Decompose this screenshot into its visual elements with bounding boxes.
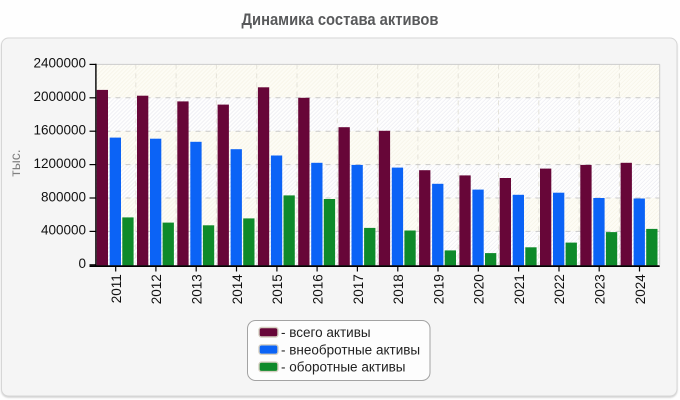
svg-text:- оборотные активы: - оборотные активы [281, 360, 405, 375]
svg-text:тыс.: тыс. [7, 149, 23, 176]
svg-text:2018: 2018 [391, 274, 406, 304]
svg-text:1200000: 1200000 [33, 156, 86, 171]
svg-text:2011: 2011 [109, 274, 124, 303]
svg-text:400000: 400000 [41, 223, 86, 238]
svg-text:800000: 800000 [41, 189, 86, 204]
svg-text:2020: 2020 [472, 274, 487, 304]
svg-text:2023: 2023 [593, 274, 608, 304]
svg-text:1600000: 1600000 [33, 123, 86, 138]
svg-text:2016: 2016 [310, 274, 325, 304]
svg-text:2012: 2012 [149, 274, 164, 304]
svg-text:Динамика состава активов: Динамика состава активов [242, 10, 439, 29]
svg-text:2400000: 2400000 [33, 56, 86, 71]
svg-text:2015: 2015 [270, 274, 285, 304]
svg-text:2019: 2019 [431, 274, 446, 304]
svg-text:2000000: 2000000 [33, 89, 86, 104]
svg-text:2021: 2021 [512, 274, 527, 304]
svg-text:2024: 2024 [633, 274, 648, 305]
svg-text:2022: 2022 [552, 274, 567, 304]
svg-text:- внеобротные активы: - внеобротные активы [281, 342, 420, 357]
svg-text:2014: 2014 [230, 274, 245, 305]
svg-text:0: 0 [78, 256, 86, 271]
svg-text:- всего активы: - всего активы [281, 325, 371, 340]
svg-text:2013: 2013 [190, 274, 205, 304]
svg-text:2017: 2017 [351, 274, 366, 304]
